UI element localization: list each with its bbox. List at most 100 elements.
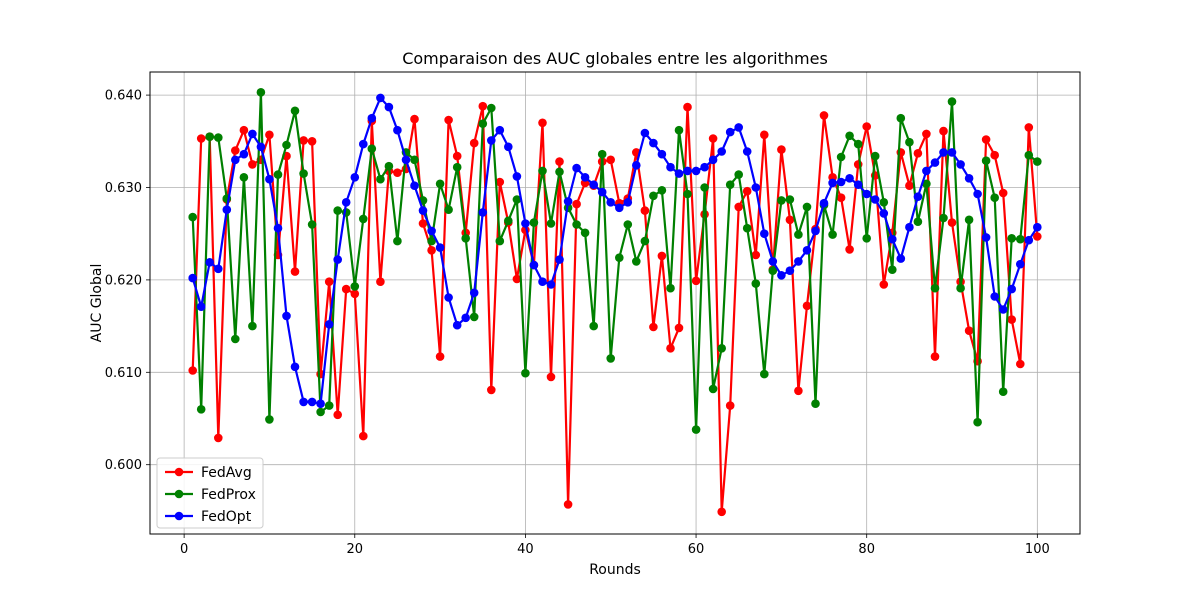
data-point [606,354,615,363]
data-point [666,344,675,353]
data-point [998,188,1008,198]
data-point [615,203,624,213]
x-tick-label: 60 [688,542,705,557]
data-point [427,226,436,236]
series-line [191,91,1038,431]
data-point [836,152,846,162]
data-point [623,220,633,229]
data-point [674,169,684,178]
data-point [299,169,308,178]
data-point [930,283,940,293]
data-point [742,186,752,196]
data-point [555,167,564,177]
data-point [435,243,445,252]
data-point [469,288,479,298]
chart-title: Comparaison des AUC globales entre les a… [402,49,828,68]
data-point [922,129,931,139]
data-point [649,322,658,332]
data-point [452,162,462,172]
data-point [299,136,308,145]
data-point [666,283,675,293]
data-point [785,195,795,204]
data-point [922,179,931,189]
data-point [572,199,581,209]
data-point [418,206,428,215]
data-point [273,170,283,179]
data-point [205,132,214,141]
data-point [845,174,854,183]
x-tick-label: 0 [180,542,188,557]
data-point [666,162,675,172]
data-point [214,264,223,274]
data-point [691,166,701,176]
data-point [589,321,598,331]
data-point [367,144,377,153]
data-point [410,114,419,124]
data-point [896,254,906,263]
data-point [529,260,539,270]
y-tick-label: 0.600 [105,458,142,473]
data-point [359,139,368,149]
data-point [452,320,462,330]
data-point [265,130,274,140]
data-point [802,301,812,311]
data-point [248,160,257,169]
data-point [231,155,240,165]
data-point [973,417,982,427]
y-axis-label: AUC Global [89,264,105,343]
data-point [811,226,820,236]
data-point [845,131,854,141]
legend-label: FedAvg [201,465,252,481]
data-point [555,255,564,264]
data-point [905,222,914,232]
data-point [1007,315,1016,324]
data-point [307,137,317,146]
data-point [461,234,471,243]
data-point [777,145,786,154]
data-point [725,401,735,410]
data-point [674,323,684,333]
y-tick-label: 0.620 [105,273,142,288]
data-point [606,198,615,207]
legend-item: FedAvg [165,465,252,481]
data-point [760,229,769,238]
y-tick-label: 0.640 [105,89,142,104]
data-point [487,136,496,145]
data-point [768,257,778,266]
data-point [239,149,249,159]
data-point [981,135,991,144]
series-fedopt [188,93,1042,409]
data-point [930,158,940,167]
data-point [862,122,871,131]
data-point [1024,235,1034,245]
data-point [785,266,795,276]
data-point [572,220,581,229]
data-point [563,500,573,509]
data-point [973,189,982,199]
data-point [248,321,257,331]
data-point [307,397,317,407]
data-point [777,271,786,280]
data-point [768,266,778,276]
data-point [751,279,761,288]
data-point [538,118,547,128]
data-point [256,142,266,152]
data-point [700,183,709,192]
data-point [888,265,897,275]
legend-box [156,457,264,529]
legend-marker [174,467,184,477]
data-point [691,425,701,434]
data-point [734,202,743,212]
data-point [777,196,786,205]
data-point [435,179,445,189]
data-point [870,195,880,204]
data-point [538,277,547,287]
legend-item: FedOpt [165,509,252,525]
data-point [862,234,871,243]
data-point [811,399,820,409]
data-point [512,274,522,284]
data-point [888,234,897,244]
y-tick-label: 0.610 [105,366,142,381]
data-point [956,160,965,169]
